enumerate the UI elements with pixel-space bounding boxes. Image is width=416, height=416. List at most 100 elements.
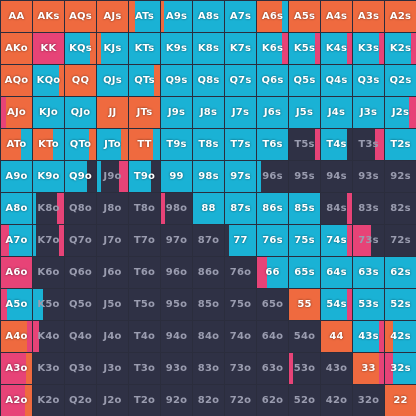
hand-cell-jts[interactable]: JTs xyxy=(129,97,160,128)
hand-cell-t4o[interactable]: T4o xyxy=(129,321,160,352)
hand-cell-k9s[interactable]: K9s xyxy=(161,33,192,64)
hand-cell-96s[interactable]: 96s xyxy=(257,161,288,192)
hand-cell-95o[interactable]: 95o xyxy=(161,289,192,320)
hand-cell-tt[interactable]: TT xyxy=(129,129,160,160)
hand-cell-kqs[interactable]: KQs xyxy=(65,33,96,64)
hand-cell-t8o[interactable]: T8o xyxy=(129,193,160,224)
hand-cell-j2o[interactable]: J2o xyxy=(97,385,128,416)
hand-cell-qto[interactable]: QTo xyxy=(65,129,96,160)
hand-cell-63o[interactable]: 63o xyxy=(257,353,288,384)
hand-cell-aks[interactable]: AKs xyxy=(33,1,64,32)
hand-cell-q4o[interactable]: Q4o xyxy=(65,321,96,352)
hand-cell-t8s[interactable]: T8s xyxy=(193,129,224,160)
hand-cell-92s[interactable]: 92s xyxy=(385,161,416,192)
hand-cell-87o[interactable]: 87o xyxy=(193,225,224,256)
hand-cell-k9o[interactable]: K9o xyxy=(33,161,64,192)
hand-cell-j9o[interactable]: J9o xyxy=(97,161,128,192)
hand-cell-aqs[interactable]: AQs xyxy=(65,1,96,32)
hand-cell-76o[interactable]: 76o xyxy=(225,257,256,288)
hand-cell-q9s[interactable]: Q9s xyxy=(161,65,192,96)
hand-cell-t6o[interactable]: T6o xyxy=(129,257,160,288)
hand-cell-j9s[interactable]: J9s xyxy=(161,97,192,128)
hand-cell-a8s[interactable]: A8s xyxy=(193,1,224,32)
hand-cell-ato[interactable]: ATo xyxy=(1,129,32,160)
hand-cell-84o[interactable]: 84o xyxy=(193,321,224,352)
hand-cell-a7s[interactable]: A7s xyxy=(225,1,256,32)
hand-cell-88[interactable]: 88 xyxy=(193,193,224,224)
hand-cell-k3o[interactable]: K3o xyxy=(33,353,64,384)
hand-cell-j6o[interactable]: J6o xyxy=(97,257,128,288)
hand-cell-ajs[interactable]: AJs xyxy=(97,1,128,32)
hand-cell-j7o[interactable]: J7o xyxy=(97,225,128,256)
hand-cell-97s[interactable]: 97s xyxy=(225,161,256,192)
hand-cell-a2s[interactable]: A2s xyxy=(385,1,416,32)
hand-cell-t3s[interactable]: T3s xyxy=(353,129,384,160)
hand-cell-k7s[interactable]: K7s xyxy=(225,33,256,64)
hand-cell-65s[interactable]: 65s xyxy=(289,257,320,288)
hand-cell-k6o[interactable]: K6o xyxy=(33,257,64,288)
hand-cell-84s[interactable]: 84s xyxy=(321,193,352,224)
hand-cell-74o[interactable]: 74o xyxy=(225,321,256,352)
hand-cell-83s[interactable]: 83s xyxy=(353,193,384,224)
hand-cell-a3s[interactable]: A3s xyxy=(353,1,384,32)
hand-cell-42s[interactable]: 42s xyxy=(385,321,416,352)
hand-cell-k2s[interactable]: K2s xyxy=(385,33,416,64)
hand-cell-54o[interactable]: 54o xyxy=(289,321,320,352)
hand-cell-a6o[interactable]: A6o xyxy=(1,257,32,288)
hand-cell-j5s[interactable]: J5s xyxy=(289,97,320,128)
hand-cell-ajo[interactable]: AJo xyxy=(1,97,32,128)
hand-cell-j3o[interactable]: J3o xyxy=(97,353,128,384)
hand-cell-82o[interactable]: 82o xyxy=(193,385,224,416)
hand-cell-42o[interactable]: 42o xyxy=(321,385,352,416)
hand-cell-j6s[interactable]: J6s xyxy=(257,97,288,128)
hand-cell-98o[interactable]: 98o xyxy=(161,193,192,224)
hand-cell-q2s[interactable]: Q2s xyxy=(385,65,416,96)
hand-cell-85s[interactable]: 85s xyxy=(289,193,320,224)
hand-cell-62o[interactable]: 62o xyxy=(257,385,288,416)
hand-cell-a4o[interactable]: A4o xyxy=(1,321,32,352)
hand-cell-k4s[interactable]: K4s xyxy=(321,33,352,64)
hand-cell-t9o[interactable]: T9o xyxy=(129,161,160,192)
hand-cell-t7s[interactable]: T7s xyxy=(225,129,256,160)
hand-cell-q5s[interactable]: Q5s xyxy=(289,65,320,96)
hand-cell-qjs[interactable]: QJs xyxy=(97,65,128,96)
hand-cell-a6s[interactable]: A6s xyxy=(257,1,288,32)
hand-cell-55[interactable]: 55 xyxy=(289,289,320,320)
hand-cell-q5o[interactable]: Q5o xyxy=(65,289,96,320)
hand-cell-t5s[interactable]: T5s xyxy=(289,129,320,160)
hand-cell-62s[interactable]: 62s xyxy=(385,257,416,288)
hand-cell-kjo[interactable]: KJo xyxy=(33,97,64,128)
hand-cell-96o[interactable]: 96o xyxy=(161,257,192,288)
hand-cell-k5s[interactable]: K5s xyxy=(289,33,320,64)
hand-cell-73s[interactable]: 73s xyxy=(353,225,384,256)
hand-cell-t5o[interactable]: T5o xyxy=(129,289,160,320)
hand-cell-q7s[interactable]: Q7s xyxy=(225,65,256,96)
hand-cell-65o[interactable]: 65o xyxy=(257,289,288,320)
hand-cell-q7o[interactable]: Q7o xyxy=(65,225,96,256)
hand-cell-j8o[interactable]: J8o xyxy=(97,193,128,224)
hand-cell-kto[interactable]: KTo xyxy=(33,129,64,160)
hand-cell-75o[interactable]: 75o xyxy=(225,289,256,320)
hand-cell-32s[interactable]: 32s xyxy=(385,353,416,384)
hand-cell-q2o[interactable]: Q2o xyxy=(65,385,96,416)
hand-cell-q8s[interactable]: Q8s xyxy=(193,65,224,96)
hand-cell-86o[interactable]: 86o xyxy=(193,257,224,288)
hand-cell-k2o[interactable]: K2o xyxy=(33,385,64,416)
hand-cell-77[interactable]: 77 xyxy=(225,225,256,256)
hand-cell-a5s[interactable]: A5s xyxy=(289,1,320,32)
hand-cell-j7s[interactable]: J7s xyxy=(225,97,256,128)
hand-cell-a8o[interactable]: A8o xyxy=(1,193,32,224)
hand-cell-q3o[interactable]: Q3o xyxy=(65,353,96,384)
hand-cell-q4s[interactable]: Q4s xyxy=(321,65,352,96)
hand-cell-76s[interactable]: 76s xyxy=(257,225,288,256)
hand-cell-kts[interactable]: KTs xyxy=(129,33,160,64)
hand-cell-74s[interactable]: 74s xyxy=(321,225,352,256)
hand-cell-t6s[interactable]: T6s xyxy=(257,129,288,160)
hand-cell-98s[interactable]: 98s xyxy=(193,161,224,192)
hand-cell-a4s[interactable]: A4s xyxy=(321,1,352,32)
hand-cell-k8o[interactable]: K8o xyxy=(33,193,64,224)
hand-cell-43s[interactable]: 43s xyxy=(353,321,384,352)
hand-cell-q6o[interactable]: Q6o xyxy=(65,257,96,288)
hand-cell-43o[interactable]: 43o xyxy=(321,353,352,384)
hand-cell-64s[interactable]: 64s xyxy=(321,257,352,288)
